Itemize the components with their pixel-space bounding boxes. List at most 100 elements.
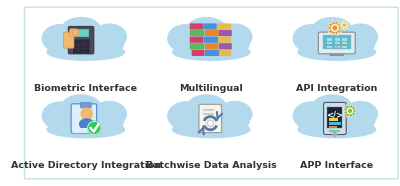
FancyBboxPatch shape <box>205 43 219 49</box>
FancyBboxPatch shape <box>79 40 84 44</box>
FancyBboxPatch shape <box>68 26 94 54</box>
Circle shape <box>348 109 352 113</box>
Circle shape <box>340 47 341 49</box>
FancyBboxPatch shape <box>204 37 219 43</box>
Ellipse shape <box>42 25 78 52</box>
Ellipse shape <box>168 102 204 129</box>
Ellipse shape <box>47 44 124 60</box>
Polygon shape <box>206 118 215 128</box>
FancyBboxPatch shape <box>203 109 214 111</box>
FancyBboxPatch shape <box>335 38 340 41</box>
FancyBboxPatch shape <box>199 104 222 133</box>
FancyBboxPatch shape <box>342 38 347 41</box>
Circle shape <box>81 108 92 119</box>
Circle shape <box>88 121 101 134</box>
Ellipse shape <box>80 119 94 129</box>
Text: Biometric Interface: Biometric Interface <box>34 84 137 93</box>
FancyBboxPatch shape <box>203 113 214 115</box>
FancyBboxPatch shape <box>203 117 214 118</box>
FancyBboxPatch shape <box>327 46 332 48</box>
FancyBboxPatch shape <box>79 44 84 49</box>
Circle shape <box>348 110 352 112</box>
FancyBboxPatch shape <box>342 42 347 44</box>
FancyBboxPatch shape <box>335 46 340 48</box>
FancyBboxPatch shape <box>204 23 217 30</box>
FancyBboxPatch shape <box>190 23 204 30</box>
Polygon shape <box>339 19 350 31</box>
Ellipse shape <box>298 44 376 60</box>
FancyBboxPatch shape <box>329 122 342 125</box>
Ellipse shape <box>218 102 252 127</box>
Circle shape <box>333 26 337 30</box>
Ellipse shape <box>298 121 376 138</box>
FancyBboxPatch shape <box>342 46 347 48</box>
Circle shape <box>343 24 346 26</box>
FancyBboxPatch shape <box>219 30 232 36</box>
FancyBboxPatch shape <box>318 32 355 54</box>
Circle shape <box>332 25 338 31</box>
Circle shape <box>333 133 337 136</box>
Polygon shape <box>219 105 221 107</box>
FancyBboxPatch shape <box>327 42 332 44</box>
Ellipse shape <box>299 106 374 136</box>
FancyBboxPatch shape <box>327 38 332 41</box>
Text: Multilingual: Multilingual <box>179 84 243 93</box>
Text: APP Interface: APP Interface <box>300 161 373 170</box>
Circle shape <box>332 25 338 31</box>
FancyBboxPatch shape <box>24 7 398 179</box>
FancyBboxPatch shape <box>72 128 95 133</box>
Circle shape <box>347 108 353 114</box>
FancyBboxPatch shape <box>323 36 351 49</box>
FancyBboxPatch shape <box>73 44 78 49</box>
FancyBboxPatch shape <box>84 40 90 44</box>
Ellipse shape <box>218 24 252 49</box>
FancyBboxPatch shape <box>219 50 231 56</box>
Polygon shape <box>343 103 358 118</box>
FancyBboxPatch shape <box>205 50 220 56</box>
Circle shape <box>343 23 346 27</box>
FancyBboxPatch shape <box>79 49 84 53</box>
Ellipse shape <box>174 29 249 59</box>
FancyBboxPatch shape <box>329 118 338 121</box>
Ellipse shape <box>293 25 329 52</box>
Ellipse shape <box>299 29 374 59</box>
FancyBboxPatch shape <box>217 23 231 30</box>
Ellipse shape <box>72 30 79 36</box>
FancyBboxPatch shape <box>71 104 97 133</box>
FancyBboxPatch shape <box>190 30 204 36</box>
FancyBboxPatch shape <box>329 130 340 132</box>
FancyBboxPatch shape <box>205 30 220 36</box>
FancyBboxPatch shape <box>330 53 344 56</box>
FancyBboxPatch shape <box>73 49 78 53</box>
Ellipse shape <box>61 17 101 43</box>
Ellipse shape <box>47 121 124 138</box>
FancyBboxPatch shape <box>80 103 91 108</box>
Circle shape <box>208 121 212 125</box>
FancyBboxPatch shape <box>190 43 204 49</box>
Text: Batchwise Data Analysis: Batchwise Data Analysis <box>146 161 277 170</box>
Ellipse shape <box>172 44 250 60</box>
Circle shape <box>332 47 334 49</box>
Circle shape <box>336 47 338 49</box>
FancyBboxPatch shape <box>190 37 204 43</box>
Ellipse shape <box>187 95 226 120</box>
Ellipse shape <box>293 102 329 129</box>
Ellipse shape <box>168 25 204 52</box>
Ellipse shape <box>312 95 352 120</box>
Ellipse shape <box>92 24 126 49</box>
Ellipse shape <box>92 102 126 127</box>
FancyBboxPatch shape <box>327 107 342 128</box>
Text: API Integration: API Integration <box>296 84 378 93</box>
Ellipse shape <box>48 29 124 59</box>
Ellipse shape <box>343 102 377 127</box>
FancyBboxPatch shape <box>64 32 74 48</box>
FancyBboxPatch shape <box>73 40 78 44</box>
Text: </>: </> <box>326 110 343 119</box>
FancyBboxPatch shape <box>329 126 337 128</box>
Polygon shape <box>326 20 343 36</box>
Ellipse shape <box>187 17 226 43</box>
FancyBboxPatch shape <box>335 50 339 54</box>
Ellipse shape <box>312 17 352 43</box>
Circle shape <box>209 122 212 125</box>
FancyBboxPatch shape <box>84 44 90 49</box>
